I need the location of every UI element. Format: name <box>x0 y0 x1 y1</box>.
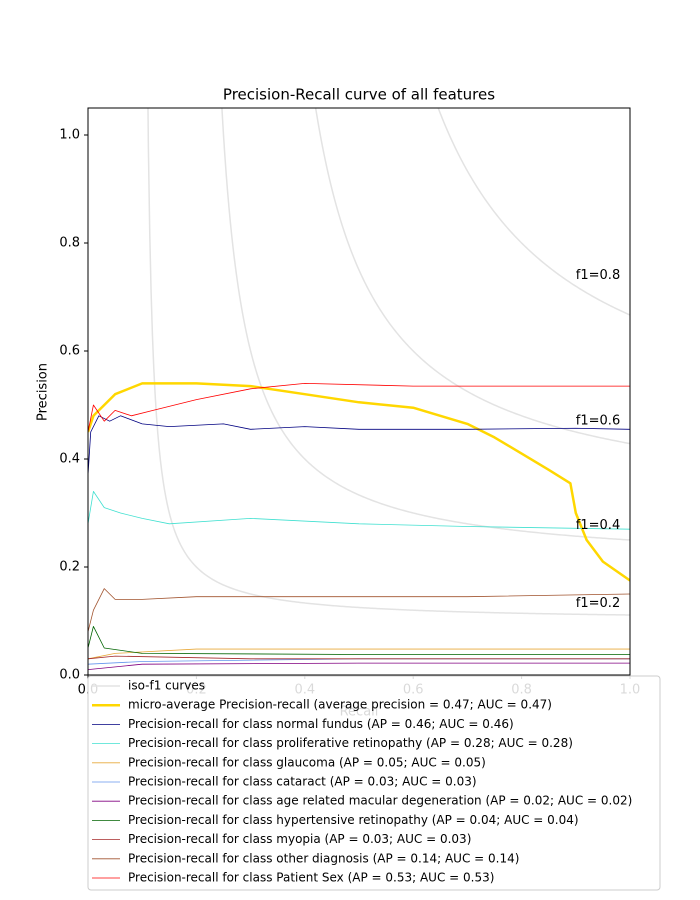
series-line <box>88 662 630 670</box>
legend-label: Precision-recall for class hypertensive … <box>128 813 579 827</box>
plot-area <box>88 108 630 670</box>
iso-f1-label: f1=0.4 <box>576 518 620 533</box>
axes-frame <box>87 107 631 676</box>
iso-f1-label: f1=0.2 <box>576 596 620 611</box>
series-line <box>88 648 630 660</box>
series-line <box>88 415 630 476</box>
legend-box <box>87 675 661 891</box>
series-line <box>88 626 630 655</box>
iso-f1-curve <box>147 108 630 616</box>
iso-f1-curve <box>314 108 630 445</box>
iso-f1-label: f1=0.8 <box>576 268 620 283</box>
legend-label: Precision-recall for class myopia (AP = … <box>128 832 471 846</box>
y-tick-label: 0.6 <box>59 344 80 359</box>
y-axis-label: Precision <box>36 363 51 421</box>
series-line <box>88 383 630 433</box>
legend-label: iso-f1 curves <box>128 679 205 693</box>
legend: iso-f1 curves micro-average Precision-rec… <box>87 675 661 891</box>
legend-label: Precision-recall for class Patient Sex (… <box>128 871 494 885</box>
iso-f1-label: f1=0.6 <box>576 414 620 429</box>
series-line <box>88 655 630 660</box>
chart-title: Precision-Recall curve of all features <box>223 86 495 104</box>
y-tick-label: 0.4 <box>59 452 80 467</box>
y-tick-label: 1.0 <box>59 128 80 143</box>
y-tick-label: 0.0 <box>59 668 80 683</box>
iso-f1-curve <box>221 108 630 541</box>
series-line <box>88 382 630 582</box>
series-line <box>88 491 630 530</box>
y-tick-label: 0.8 <box>59 236 80 251</box>
legend-label: Precision-recall for class cataract (AP … <box>128 775 477 789</box>
y-tick-label: 0.2 <box>59 560 80 575</box>
iso-f1-curve <box>437 108 630 316</box>
legend-label: Precision-recall for class glaucoma (AP … <box>128 755 486 769</box>
legend-label: Precision-recall for class normal fundus… <box>128 717 514 731</box>
legend-label: Precision-recall for class other diagnos… <box>128 851 519 865</box>
legend-label: micro-average Precision-recall (average … <box>128 698 552 712</box>
legend-label: Precision-recall for class age related m… <box>128 794 632 808</box>
series-line <box>88 588 630 632</box>
legend-label: Precision-recall for class proliferative… <box>128 736 573 750</box>
